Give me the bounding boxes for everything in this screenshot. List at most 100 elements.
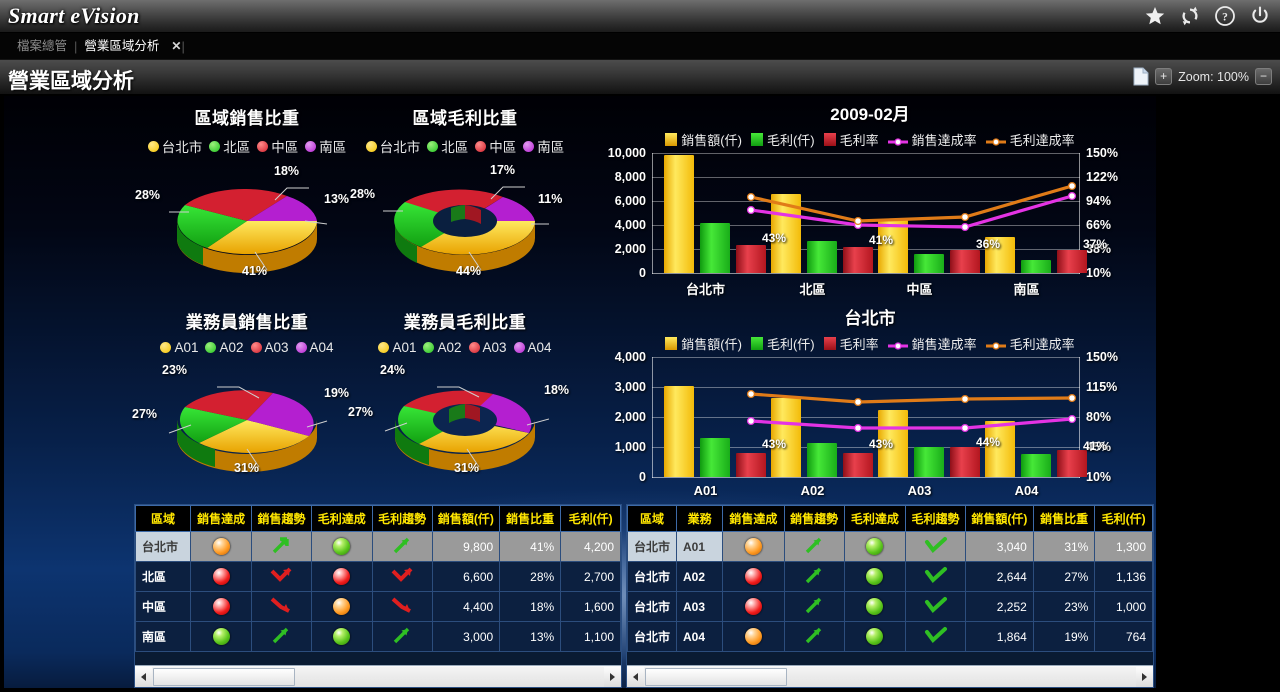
dashboard-content: 區域銷售比重 台北市 北區 中區 南區 bbox=[4, 96, 1156, 688]
legend-label: A01 bbox=[174, 340, 199, 355]
bar-sales[interactable] bbox=[878, 220, 908, 273]
bar-margin-rate[interactable] bbox=[1057, 450, 1087, 477]
y-tick: 0 bbox=[639, 470, 646, 484]
col-sales-trend[interactable]: 銷售趨勢 bbox=[251, 505, 312, 532]
table-row[interactable]: 台北市 A04 1,864 19% 764 bbox=[627, 621, 1153, 652]
bar-margin-rate[interactable] bbox=[736, 453, 766, 477]
gridline bbox=[652, 417, 1080, 418]
region-margin-pie[interactable]: 區域毛利比重 台北市 北區 中區 南區 bbox=[350, 100, 578, 304]
bar-margin[interactable] bbox=[914, 254, 944, 273]
scroll-track[interactable] bbox=[152, 666, 604, 687]
scroll-right-button[interactable] bbox=[1136, 666, 1153, 687]
bar-value-label: 36% bbox=[976, 237, 1001, 251]
bar-margin[interactable] bbox=[914, 447, 944, 477]
status-lamp-green bbox=[866, 598, 884, 615]
table-row[interactable]: 台北市 9,800 41% 4,200 bbox=[135, 531, 621, 562]
cell-region: 南區 bbox=[135, 621, 192, 652]
col-margin-trend[interactable]: 毛利趨勢 bbox=[371, 505, 433, 532]
legend-item: 中區 bbox=[475, 136, 516, 156]
col-margin[interactable]: 毛利(仟) bbox=[560, 505, 621, 532]
sales-rep-margin-pie[interactable]: 業務員毛利比重 A01 A02 A03 A04 bbox=[348, 304, 578, 508]
col-sales-status[interactable]: 銷售達成 bbox=[190, 505, 253, 532]
help-icon[interactable]: ? bbox=[1213, 4, 1237, 28]
col-sales[interactable]: 銷售額(仟) bbox=[431, 505, 501, 532]
document-icon[interactable] bbox=[1133, 67, 1149, 86]
col-sales-status[interactable]: 銷售達成 bbox=[722, 505, 785, 532]
bar-margin-rate[interactable] bbox=[1057, 250, 1087, 273]
legend-label: 毛利達成率 bbox=[1009, 133, 1075, 148]
bar-margin[interactable] bbox=[1021, 454, 1051, 477]
col-region[interactable]: 區域 bbox=[627, 505, 678, 532]
status-lamp-red bbox=[212, 568, 230, 585]
sales-rep-sales-pie[interactable]: 業務員銷售比重 A01 A02 A03 A04 bbox=[132, 304, 360, 508]
tab-sales-region-analysis[interactable]: 營業區域分析 bbox=[84, 38, 160, 53]
table-row[interactable]: 台北市 A03 2,252 23% 1,000 bbox=[627, 591, 1153, 622]
salesrep-table-hscrollbar[interactable] bbox=[627, 665, 1153, 687]
bar-margin[interactable] bbox=[807, 241, 837, 273]
col-margin-trend[interactable]: 毛利趨勢 bbox=[905, 505, 966, 532]
x-tick-label: A02 bbox=[800, 483, 825, 498]
bar-margin[interactable] bbox=[807, 443, 837, 477]
bar-margin-rate[interactable] bbox=[736, 245, 766, 273]
scroll-left-button[interactable] bbox=[135, 666, 152, 687]
tab-close-icon[interactable]: ✕ bbox=[171, 39, 182, 53]
table-row[interactable]: 南區 3,000 13% 1,100 bbox=[135, 621, 621, 652]
legend-swatch-margin bbox=[750, 133, 763, 146]
star-icon[interactable] bbox=[1143, 4, 1167, 28]
col-sales[interactable]: 銷售額(仟) bbox=[964, 505, 1034, 532]
pie-value-label: 31% bbox=[454, 461, 480, 475]
y2-tick: 10% bbox=[1086, 470, 1112, 484]
arrow-down-icon bbox=[389, 595, 415, 618]
bar-margin-rate[interactable] bbox=[843, 453, 873, 477]
x-tick-label: A01 bbox=[693, 483, 718, 498]
cell-margin-trend bbox=[905, 561, 966, 592]
region-sales-pie[interactable]: 區域銷售比重 台北市 北區 中區 南區 bbox=[134, 100, 360, 304]
scroll-left-button[interactable] bbox=[627, 666, 644, 687]
col-margin-status[interactable]: 毛利達成 bbox=[843, 505, 907, 532]
cell-sales: 6,600 bbox=[431, 561, 501, 592]
plot-area: 10,000 8,000 6,000 4,000 2,000 0 150% 12… bbox=[584, 146, 1156, 301]
zoom-out-button[interactable]: − bbox=[1255, 68, 1272, 85]
bar-margin[interactable] bbox=[1021, 260, 1051, 273]
table-row[interactable]: 中區 4,400 18% 1,600 bbox=[135, 591, 621, 622]
scroll-thumb[interactable] bbox=[645, 667, 787, 686]
legend-swatch-taipei bbox=[147, 140, 159, 152]
col-share[interactable]: 銷售比重 bbox=[1032, 505, 1096, 532]
cell-sales-trend bbox=[251, 531, 312, 562]
region-bar-chart[interactable]: 2009-02月 銷售額(仟) 毛利(仟) 毛利率 銷售達成率 毛利達成率 10… bbox=[584, 100, 1156, 300]
scroll-right-button[interactable] bbox=[604, 666, 621, 687]
scroll-thumb[interactable] bbox=[153, 667, 295, 686]
col-region[interactable]: 區域 bbox=[135, 505, 192, 532]
bar-margin-rate[interactable] bbox=[950, 250, 980, 273]
region-table-hscrollbar[interactable] bbox=[135, 665, 621, 687]
col-share[interactable]: 銷售比重 bbox=[499, 505, 562, 532]
table-row[interactable]: 台北市 A02 2,644 27% 1,136 bbox=[627, 561, 1153, 592]
bar-sales[interactable] bbox=[985, 237, 1015, 273]
col-margin[interactable]: 毛利(仟) bbox=[1094, 505, 1153, 532]
bar-sales[interactable] bbox=[878, 410, 908, 477]
x-tick-label: 中區 bbox=[906, 282, 933, 297]
table-row[interactable]: 北區 6,600 28% 2,700 bbox=[135, 561, 621, 592]
scroll-track[interactable] bbox=[644, 666, 1136, 687]
power-icon[interactable] bbox=[1248, 4, 1272, 28]
refresh-icon[interactable] bbox=[1178, 4, 1202, 28]
bar-sales[interactable] bbox=[771, 398, 801, 477]
col-sales-trend[interactable]: 銷售趨勢 bbox=[783, 505, 845, 532]
bar-margin[interactable] bbox=[700, 223, 730, 273]
arrow-up-icon bbox=[270, 535, 292, 558]
status-lamp-orange bbox=[744, 538, 762, 555]
cell-rep: A03 bbox=[676, 591, 724, 622]
tab-file-explorer[interactable]: 檔案總管 bbox=[17, 38, 68, 53]
bar-margin[interactable] bbox=[700, 438, 730, 477]
taipei-bar-chart[interactable]: 台北市 銷售額(仟) 毛利(仟) 毛利率 銷售達成率 毛利達成率 4,000 3… bbox=[584, 304, 1156, 504]
bar-sales[interactable] bbox=[985, 421, 1015, 477]
bar-sales[interactable] bbox=[664, 386, 694, 477]
bar-margin-rate[interactable] bbox=[950, 447, 980, 477]
table-row[interactable]: 台北市 A01 3,040 31% 1,300 bbox=[627, 531, 1153, 562]
col-margin-status[interactable]: 毛利達成 bbox=[310, 505, 373, 532]
cell-region: 北區 bbox=[135, 561, 192, 592]
col-rep[interactable]: 業務 bbox=[676, 505, 724, 532]
zoom-in-button[interactable]: + bbox=[1155, 68, 1173, 85]
bar-margin-rate[interactable] bbox=[843, 247, 873, 273]
bar-sales[interactable] bbox=[664, 155, 694, 273]
